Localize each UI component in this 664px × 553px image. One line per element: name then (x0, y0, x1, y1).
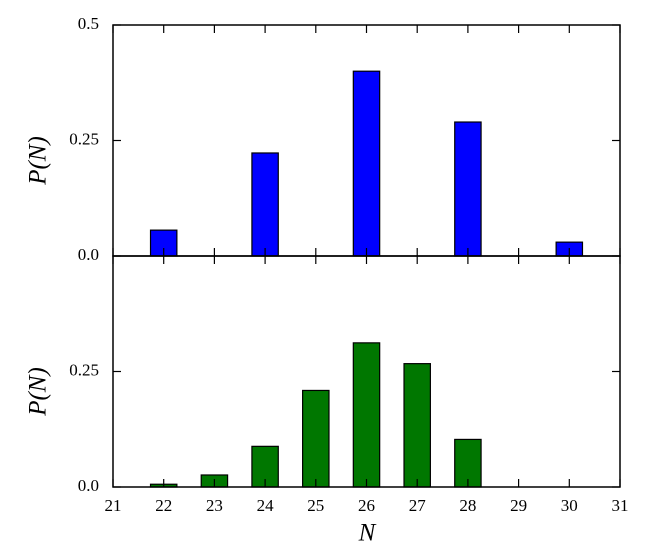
y-tick-label: 0.0 (78, 245, 99, 264)
y-axis-label: P(N) (25, 367, 52, 417)
bar (352, 342, 381, 488)
bar (251, 152, 279, 257)
x-tick-label: 21 (105, 496, 122, 515)
y-tick-label: 0.25 (69, 360, 99, 379)
y-axis-label: P(N) (25, 136, 52, 186)
y-tick-label: 0.0 (78, 476, 99, 495)
x-tick-label: 30 (561, 496, 578, 515)
x-tick-label: 23 (206, 496, 223, 515)
y-tick-label: 0.25 (69, 129, 99, 148)
x-tick-label: 24 (257, 496, 275, 515)
bar (454, 121, 482, 257)
x-tick-label: 26 (358, 496, 375, 515)
bar (352, 70, 381, 257)
x-tick-label: 28 (459, 496, 476, 515)
y-tick-label: 0.5 (78, 14, 99, 33)
x-tick-label: 27 (409, 496, 427, 515)
bar (302, 389, 330, 488)
bar (403, 363, 431, 488)
x-tick-label: 22 (155, 496, 172, 515)
x-tick-label: 29 (510, 496, 527, 515)
plot-frame (112, 255, 621, 488)
x-tick-label: 25 (307, 496, 324, 515)
x-axis-label: N (358, 520, 377, 547)
x-tick-label: 31 (612, 496, 629, 515)
